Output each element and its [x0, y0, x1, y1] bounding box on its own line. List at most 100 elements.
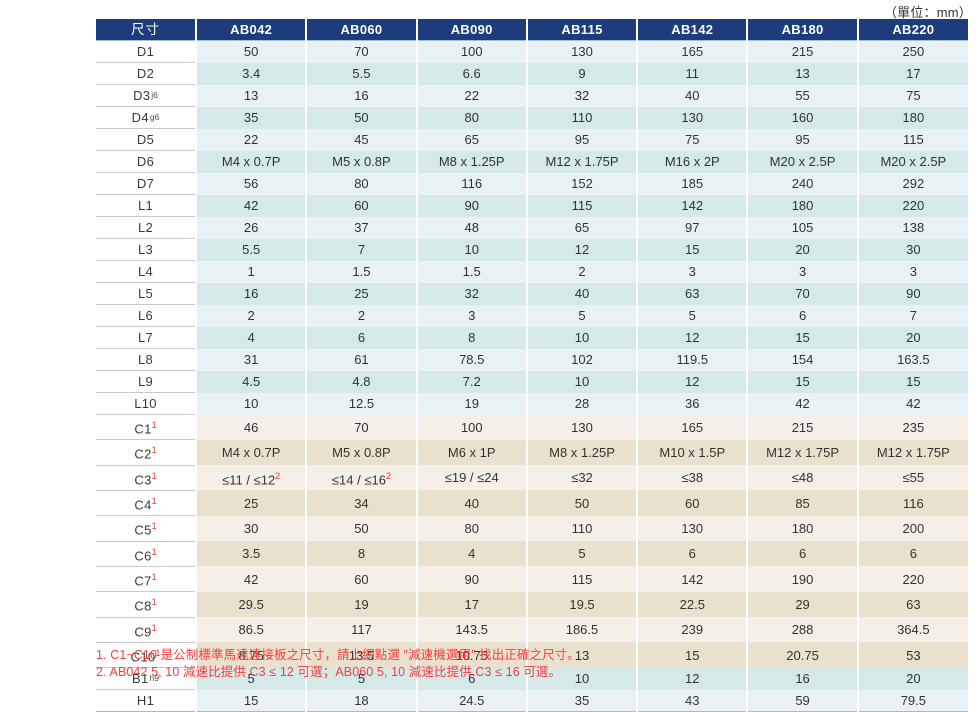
row-label-text: C5 [134, 522, 152, 538]
table-row: C51 30 50 80 110 130 180 200 [96, 515, 968, 542]
cell-value: 50 [354, 520, 369, 536]
cell-value: 25 [243, 495, 259, 511]
row-label-c5: C51 [96, 515, 198, 542]
cell-d3-ab220: 75 [857, 84, 968, 107]
cell-value: 250 [902, 44, 925, 60]
row-label-tolerance: h9 [149, 673, 159, 684]
cell-value: 60 [685, 495, 700, 511]
cell-value: 15 [795, 330, 810, 345]
cell-value: ≤11 / ≤12 [222, 471, 276, 487]
cell-value: 18 [354, 693, 369, 709]
cell-l2-ab142: 97 [637, 216, 749, 239]
cell-d5-ab180: 95 [747, 128, 859, 151]
table-row: D5 22 45 65 95 75 95 115 [96, 128, 968, 151]
cell-l9-ab142: 12 [637, 370, 749, 393]
cell-d7-ab042: 56 [196, 172, 308, 195]
cell-b1-ab180: 16 [747, 667, 859, 690]
cell-value: 3 [909, 264, 917, 279]
cell-c8-ab142: 22.5 [637, 591, 749, 618]
cell-c4-ab090: 40 [416, 490, 528, 516]
table-row: C31 ≤11 / ≤122 ≤14 / ≤162 ≤19 / ≤24 ≤32 ≤38 ≤4… [96, 465, 968, 491]
row-label-c6: C61 [96, 541, 198, 567]
cell-value: 70 [354, 419, 369, 435]
cell-value: 4.8 [352, 374, 371, 389]
cell-value: 6.6 [462, 66, 481, 81]
cell-l5-ab060: 25 [306, 282, 418, 305]
cell-c6-ab180: 6 [747, 541, 859, 567]
cell-c2-ab180: M12 x 1.75P [747, 439, 859, 466]
cell-value: 37 [354, 220, 369, 235]
cell-value: 59 [795, 693, 810, 709]
cell-value: 186.5 [565, 622, 599, 638]
row-label-text: L2 [137, 220, 154, 235]
cell-c2-ab142: M10 x 1.5P [637, 439, 749, 466]
cell-h1-ab142: 43 [637, 689, 749, 712]
cell-value: 50 [574, 495, 590, 511]
table-row: C81 29.5 19 17 19.5 22.5 29 63 [96, 591, 968, 618]
cell-value: 12 [685, 671, 700, 687]
row-label-text: C7 [134, 573, 152, 589]
cell-value: 8 [357, 546, 366, 562]
cell-d5-ab142: 75 [637, 128, 749, 151]
row-label-text: H1 [136, 693, 155, 709]
cell-c7-ab142: 142 [637, 566, 749, 592]
cell-value: 80 [354, 176, 369, 191]
cell-value: 154 [791, 352, 814, 367]
cell-value: 16 [354, 88, 369, 103]
cell-value: 105 [791, 220, 814, 235]
cell-d1-ab115: 130 [526, 40, 639, 63]
cell-l9-ab180: 15 [747, 370, 859, 393]
cell-d2-ab220: 17 [857, 62, 968, 85]
row-label-c9: C91 [96, 617, 198, 643]
cell-value: 95 [795, 132, 810, 147]
cell-value: 138 [902, 220, 925, 235]
cell-l2-ab220: 138 [857, 216, 968, 239]
cell-d5-ab220: 115 [857, 128, 968, 151]
cell-l9-ab060: 4.8 [306, 370, 418, 393]
table-row: D2 3.4 5.5 6.6 9 11 13 17 [96, 62, 968, 85]
cell-c6-ab090: 4 [416, 541, 528, 567]
cell-c6-ab060: 8 [306, 541, 418, 567]
cell-value: 180 [902, 110, 925, 125]
cell-l3-ab180: 20 [747, 238, 859, 261]
cell-c4-ab142: 60 [637, 490, 749, 516]
cell-value: 1.5 [462, 264, 481, 279]
cell-h1-ab115: 35 [526, 689, 639, 712]
row-label-text: L10 [134, 396, 157, 411]
column-header-ab220: AB220 [857, 19, 968, 41]
cell-c1-ab115: 130 [526, 414, 639, 440]
cell-c8-ab090: 17 [416, 591, 528, 618]
row-label-footnote-marker: 1 [151, 445, 157, 456]
cell-l4-ab042: 1 [196, 260, 308, 283]
cell-value: 6 [798, 308, 807, 323]
row-label-d6: D6 [96, 150, 198, 173]
cell-value: 34 [354, 495, 369, 511]
cell-c3-ab115: ≤32 [526, 465, 639, 491]
cell-value: M12 x 1.75P [545, 154, 619, 169]
table-row: L9 4.5 4.8 7.2 10 12 15 15 [96, 370, 968, 393]
cell-h1-ab220: 79.5 [857, 689, 968, 712]
cell-value: 13 [574, 647, 590, 663]
cell-value: 15 [243, 693, 259, 709]
cell-value: 239 [681, 622, 704, 638]
table-row: L2 26 37 48 65 97 105 138 [96, 216, 968, 239]
cell-value: M12 x 1.75P [876, 444, 950, 460]
cell-l10-ab115: 28 [526, 392, 639, 415]
cell-value: 143.5 [455, 622, 488, 638]
cell-value: 10 [574, 374, 590, 389]
cell-l10-ab142: 36 [637, 392, 749, 415]
cell-c4-ab115: 50 [526, 490, 639, 516]
cell-c6-ab115: 5 [526, 541, 639, 567]
cell-value: 7 [909, 308, 917, 323]
cell-value: 20 [795, 242, 810, 257]
cell-value: 12 [574, 242, 590, 257]
cell-l5-ab115: 40 [526, 282, 639, 305]
cell-c9-ab115: 186.5 [526, 617, 639, 643]
cell-value: 36 [685, 396, 700, 411]
cell-l6-ab060: 2 [306, 304, 418, 327]
row-label-l2: L2 [96, 216, 198, 239]
cell-value: 46 [243, 419, 259, 435]
row-label-text: D1 [136, 44, 155, 59]
cell-d2-ab180: 13 [747, 62, 859, 85]
cell-l10-ab180: 42 [747, 392, 859, 415]
